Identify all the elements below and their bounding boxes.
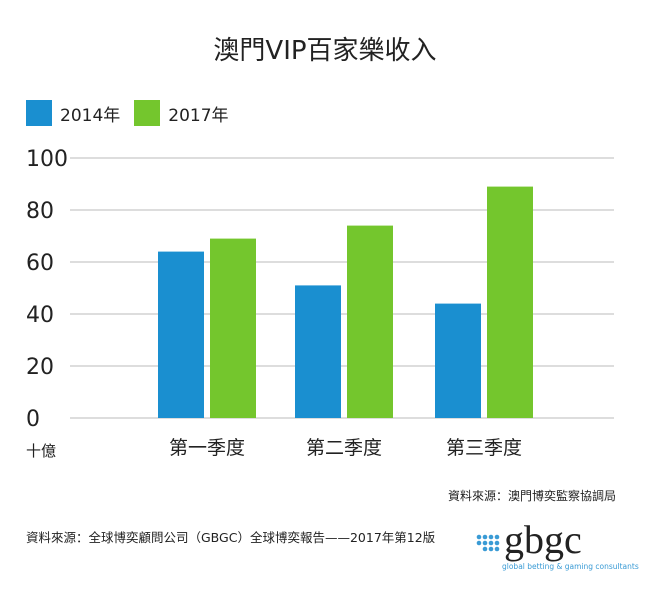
bar-2017年-第三季度 xyxy=(487,186,533,418)
y-tick-label-40: 40 xyxy=(26,303,54,328)
source-note-right: 資料來源：澳門博奕監察協調局 xyxy=(447,489,616,503)
legend-swatch-2014 xyxy=(26,100,52,126)
y-unit-label: 十億 xyxy=(26,442,57,460)
bar-2014年-第一季度 xyxy=(158,251,204,418)
legend-item-2014: 2014年 xyxy=(26,100,120,126)
logo-wordmark: gbgc xyxy=(504,517,582,562)
bar-2017年-第一季度 xyxy=(210,238,256,418)
x-tick-label-1: 第一季度 xyxy=(169,437,245,459)
x-tick-label-3: 第三季度 xyxy=(446,437,522,459)
y-tick-label-0: 0 xyxy=(26,407,40,432)
legend-label-2014: 2014年 xyxy=(60,105,121,126)
bar-2014年-第二季度 xyxy=(295,285,341,418)
source-note-left: 資料來源：全球博奕顧問公司（GBGC）全球博奕報告——2017年第12版 xyxy=(26,530,436,545)
bar-chart: 0 20 40 60 80 100 第一季度 第二季度 第三季度 xyxy=(26,147,614,459)
gbgc-logo: gbgc global betting & gaming consultants xyxy=(476,517,639,572)
legend-label-2017: 2017年 xyxy=(168,105,229,126)
legend-item-2017: 2017年 xyxy=(134,100,229,126)
chart-legend: 2014年 2017年 xyxy=(26,100,229,126)
chart-title: 澳門VIP百家樂收入 xyxy=(213,36,437,66)
logo-tagline: global betting & gaming consultants xyxy=(502,562,639,571)
y-tick-label-60: 60 xyxy=(26,251,54,276)
bar-2014年-第三季度 xyxy=(435,303,481,418)
logo-dots-icon xyxy=(476,534,500,552)
y-tick-label-20: 20 xyxy=(26,355,54,380)
y-tick-label-80: 80 xyxy=(26,199,54,224)
legend-swatch-2017 xyxy=(134,100,161,126)
bar-2017年-第二季度 xyxy=(347,225,393,418)
y-tick-label-100: 100 xyxy=(26,147,68,172)
x-tick-label-2: 第二季度 xyxy=(306,437,382,459)
